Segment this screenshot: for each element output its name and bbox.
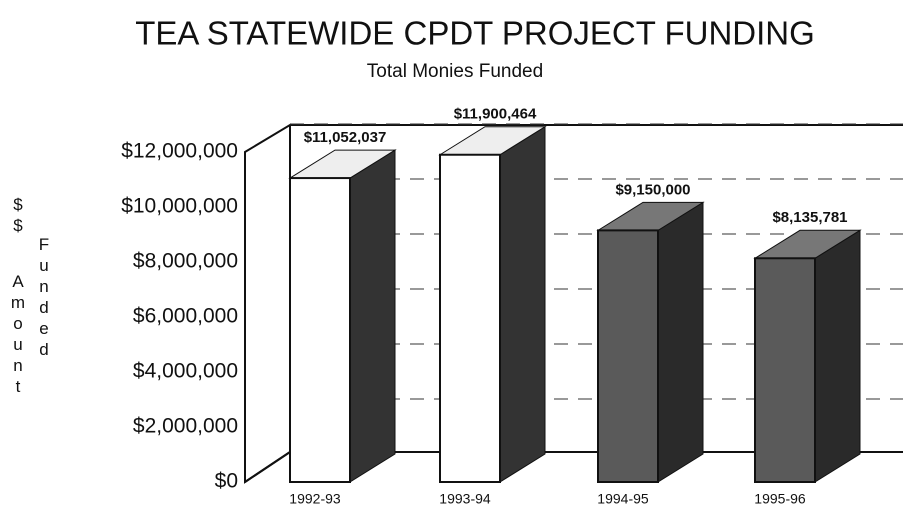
bar-side [814,229,861,483]
bar-side [499,125,546,483]
bar-side [349,149,396,483]
data-label: $11,052,037 [304,129,387,146]
floor-edge [244,451,291,483]
y-tick-label: $4,000,000 [133,360,238,383]
x-tick-label: 1992-93 [289,491,341,507]
bar [439,153,501,483]
y-axis-label: $$ [9,195,28,237]
y-tick-label: $6,000,000 [133,305,238,328]
side-wall [244,123,291,484]
x-tick-label: 1995-96 [754,491,806,507]
bar [597,229,659,483]
chart-subtitle: Total Monies Funded [367,61,543,82]
y-axis-label: Funded [35,235,54,361]
data-label: $9,150,000 [615,181,690,198]
y-tick-label: $10,000,000 [121,195,238,218]
x-tick-label: 1993-94 [439,491,491,507]
x-tick-label: 1994-95 [597,491,649,507]
data-label: $11,900,464 [454,106,537,123]
bar [289,177,351,484]
y-axis-label: Amount [9,272,28,398]
y-tick-label: $8,000,000 [133,250,238,273]
data-label: $8,135,781 [772,209,847,226]
y-tick-label: $0 [215,470,238,493]
bar [754,257,816,483]
y-tick-label: $2,000,000 [133,415,238,438]
chart-title: TEA STATEWIDE CPDT PROJECT FUNDING [135,15,815,52]
bar-side [657,201,704,483]
y-tick-label: $12,000,000 [121,140,238,163]
